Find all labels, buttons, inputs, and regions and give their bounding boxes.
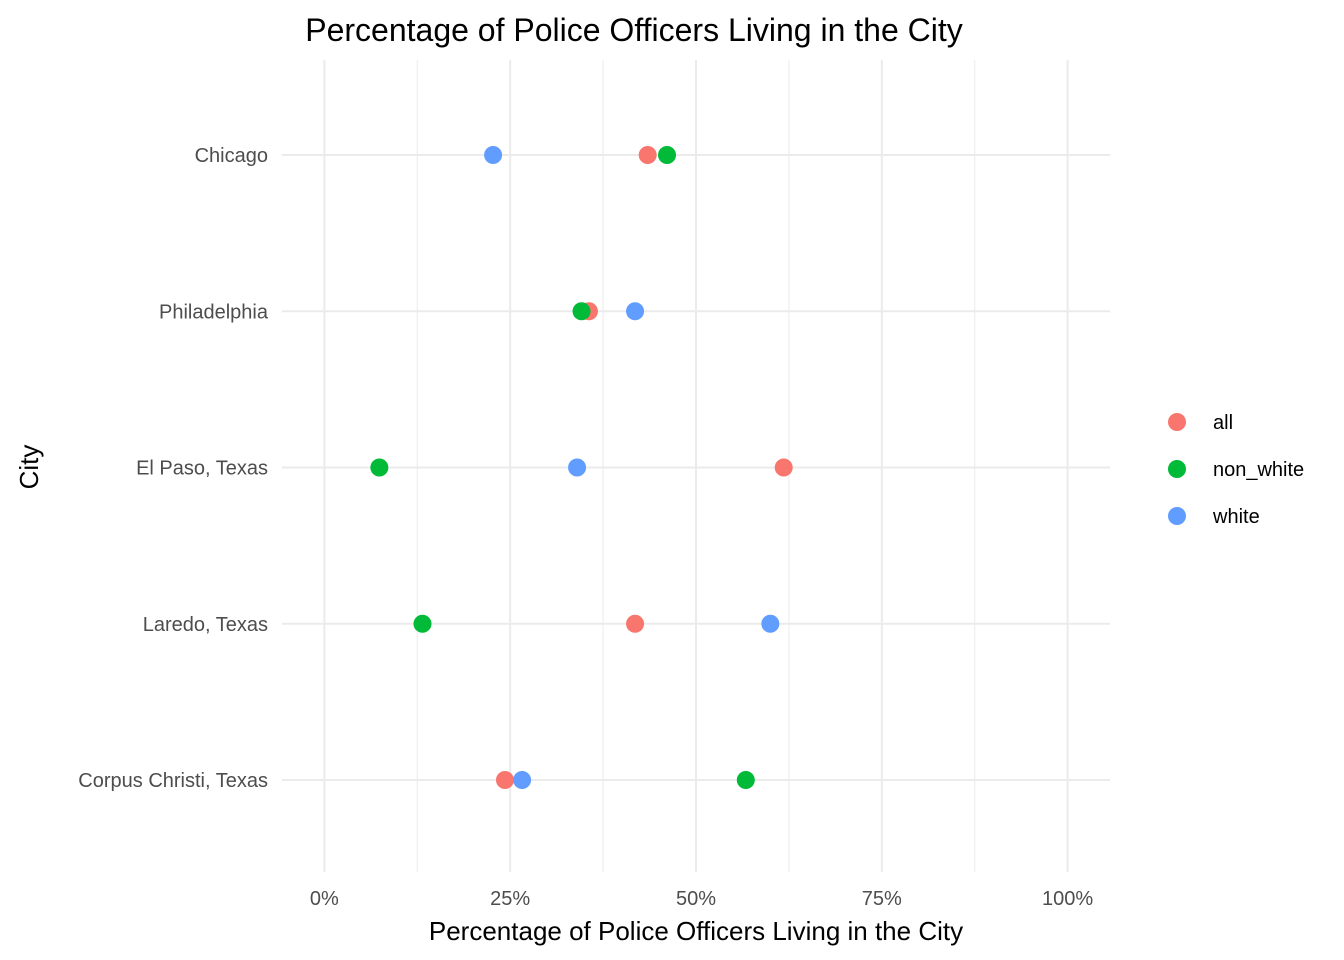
point-white — [568, 458, 587, 477]
legend-key-non_white — [1168, 460, 1186, 478]
x-tick-label: 0% — [310, 888, 339, 910]
y-axis-ticks: Chicago Philadelphia El Paso, Texas Laredo,… — [78, 145, 269, 792]
point-white — [484, 146, 503, 164]
legend-key-white — [1168, 507, 1186, 525]
x-axis-ticks: 0% 25% 50% 75% 100% — [310, 888, 1094, 910]
legend-label: non_white — [1213, 459, 1304, 481]
y-tick-label: Corpus Christi, Texas — [78, 770, 268, 792]
legend-key-all — [1168, 413, 1186, 431]
x-tick-label: 75% — [862, 888, 902, 910]
point-non_white — [658, 146, 677, 164]
point-non_white — [413, 614, 432, 633]
point-white — [513, 771, 532, 789]
x-tick-label: 100% — [1042, 888, 1093, 910]
point-white — [761, 614, 780, 633]
legend-label: all — [1213, 412, 1233, 434]
legend-label: white — [1212, 506, 1260, 528]
point-non_white — [736, 771, 755, 789]
point-all — [774, 458, 793, 477]
chart-title: Percentage of Police Officers Living in … — [305, 12, 963, 48]
grid — [282, 60, 1110, 872]
point-non_white — [572, 302, 591, 321]
x-tick-label: 50% — [676, 888, 716, 910]
y-tick-label: Chicago — [195, 145, 268, 167]
y-tick-label: Laredo, Texas — [143, 614, 268, 636]
point-non_white — [370, 458, 389, 477]
x-tick-label: 25% — [490, 888, 530, 910]
y-tick-label: El Paso, Texas — [136, 458, 268, 480]
x-axis-title: Percentage of Police Officers Living in … — [429, 916, 963, 946]
point-all — [495, 771, 514, 789]
y-tick-label: Philadelphia — [159, 301, 269, 323]
data-points — [370, 146, 793, 789]
y-axis-title: City — [14, 445, 44, 490]
point-white — [626, 302, 645, 321]
point-all — [638, 146, 657, 164]
point-all — [626, 614, 645, 633]
